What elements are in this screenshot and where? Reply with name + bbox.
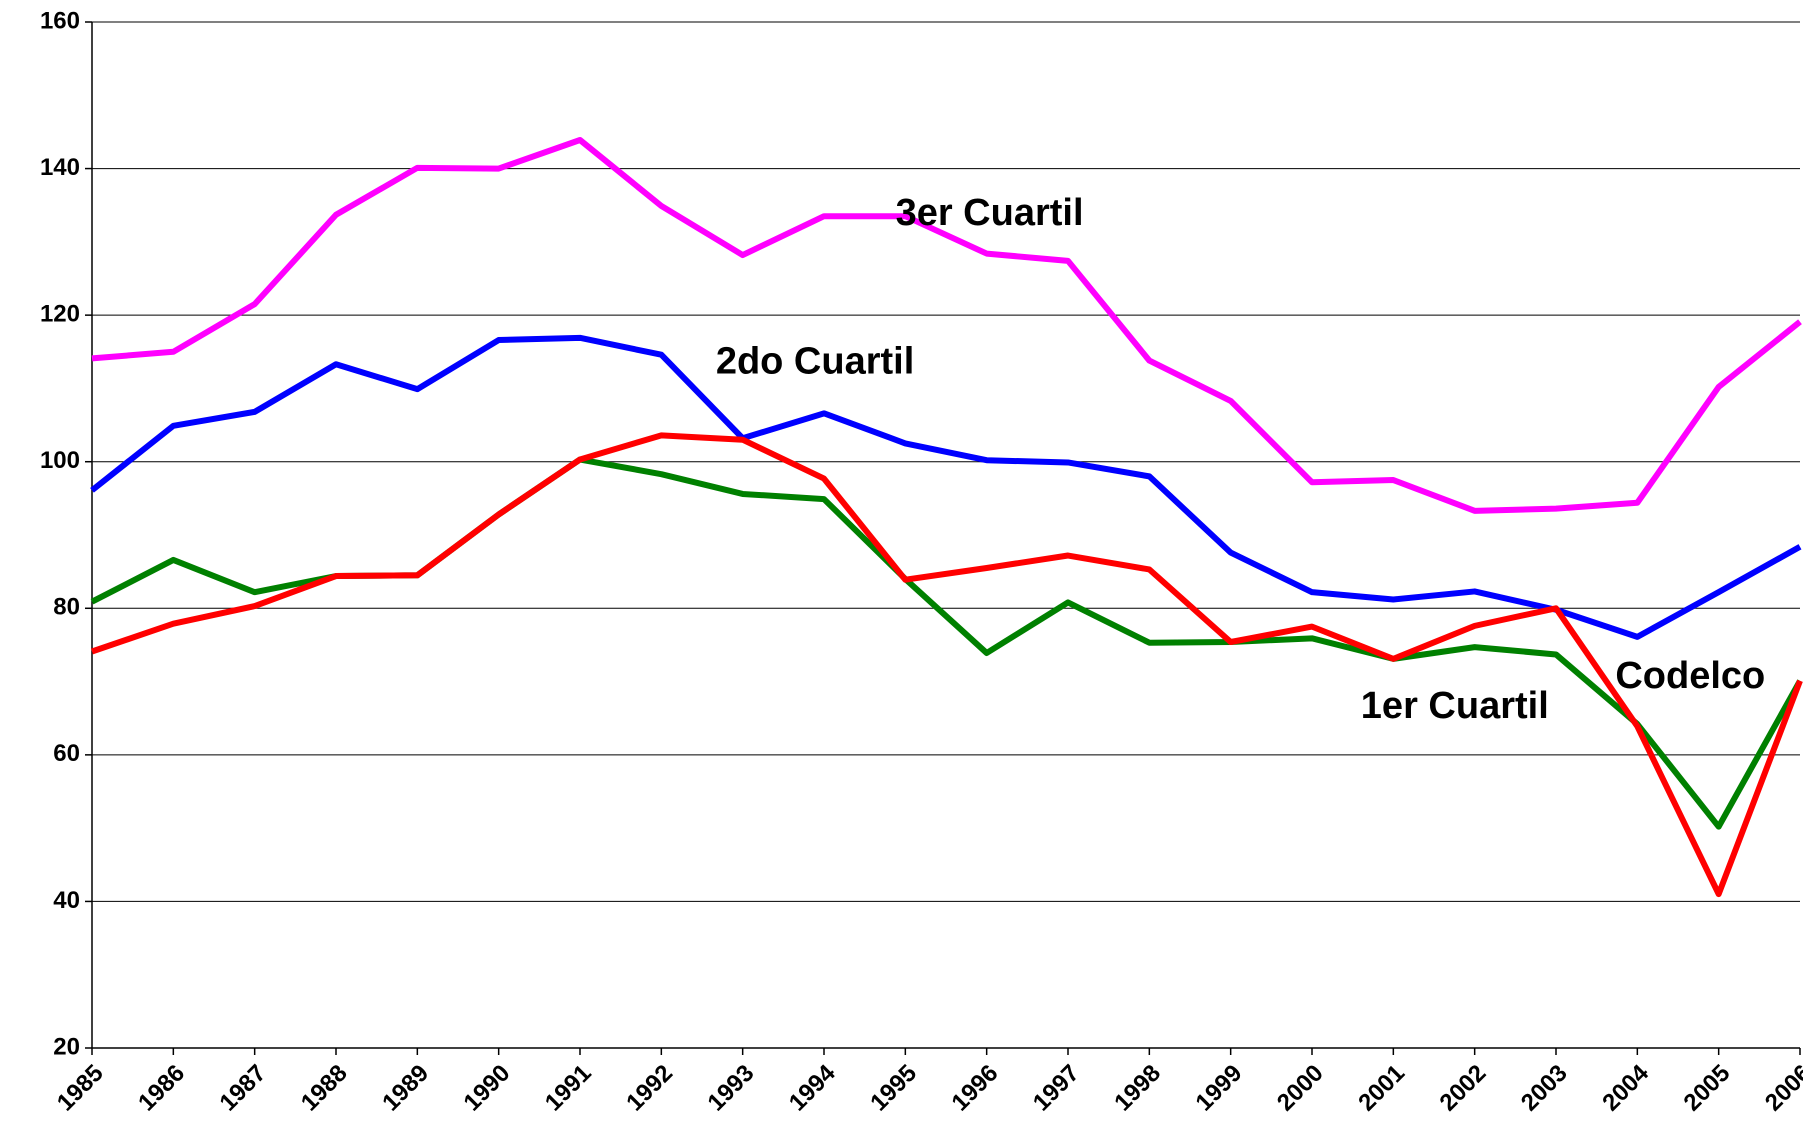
y-tick-label: 80 xyxy=(53,594,80,621)
x-tick-label: 1996 xyxy=(947,1060,1004,1117)
series-line xyxy=(91,432,1803,898)
series-label: 1er Cuartil xyxy=(1361,685,1549,727)
x-tick-label: 2004 xyxy=(1597,1059,1654,1116)
x-tick-label: 2002 xyxy=(1435,1060,1492,1117)
y-tick-label: 120 xyxy=(40,300,80,327)
x-tick-label: 2005 xyxy=(1679,1060,1736,1117)
x-tick-label: 1990 xyxy=(459,1060,516,1117)
y-tick-label: 40 xyxy=(53,887,80,914)
x-tick-label: 1999 xyxy=(1191,1060,1248,1117)
x-tick-label: 1986 xyxy=(133,1060,190,1117)
series-line xyxy=(90,334,1802,640)
series-label: 3er Cuartil xyxy=(896,192,1084,234)
y-tick-label: 100 xyxy=(40,447,80,474)
x-tick-label: 1991 xyxy=(540,1060,597,1117)
x-tick-label: 2003 xyxy=(1516,1060,1573,1117)
x-tick-label: 2006 xyxy=(1760,1060,1803,1117)
x-tick-label: 1987 xyxy=(215,1060,272,1117)
x-tick-label: 1997 xyxy=(1028,1060,1085,1117)
x-tick-label: 1998 xyxy=(1109,1060,1166,1117)
x-tick-label: 1989 xyxy=(377,1060,434,1117)
x-tick-label: 2001 xyxy=(1353,1060,1410,1117)
y-tick-label: 20 xyxy=(53,1033,80,1060)
x-tick-label: 1995 xyxy=(865,1060,922,1117)
series-label: 2do Cuartil xyxy=(716,341,914,383)
y-tick-label: 160 xyxy=(40,7,80,34)
series-line xyxy=(90,456,1803,830)
x-tick-label: 2000 xyxy=(1272,1060,1329,1117)
x-tick-label: 1993 xyxy=(703,1060,760,1117)
y-tick-label: 140 xyxy=(40,154,80,181)
x-tick-label: 1992 xyxy=(621,1060,678,1117)
series-line xyxy=(91,136,1802,514)
y-tick-label: 60 xyxy=(53,740,80,767)
x-tick-label: 1988 xyxy=(296,1060,353,1117)
series-label: Codelco xyxy=(1615,655,1765,697)
x-tick-label: 1994 xyxy=(784,1059,841,1116)
x-tick-label: 1985 xyxy=(52,1060,109,1117)
